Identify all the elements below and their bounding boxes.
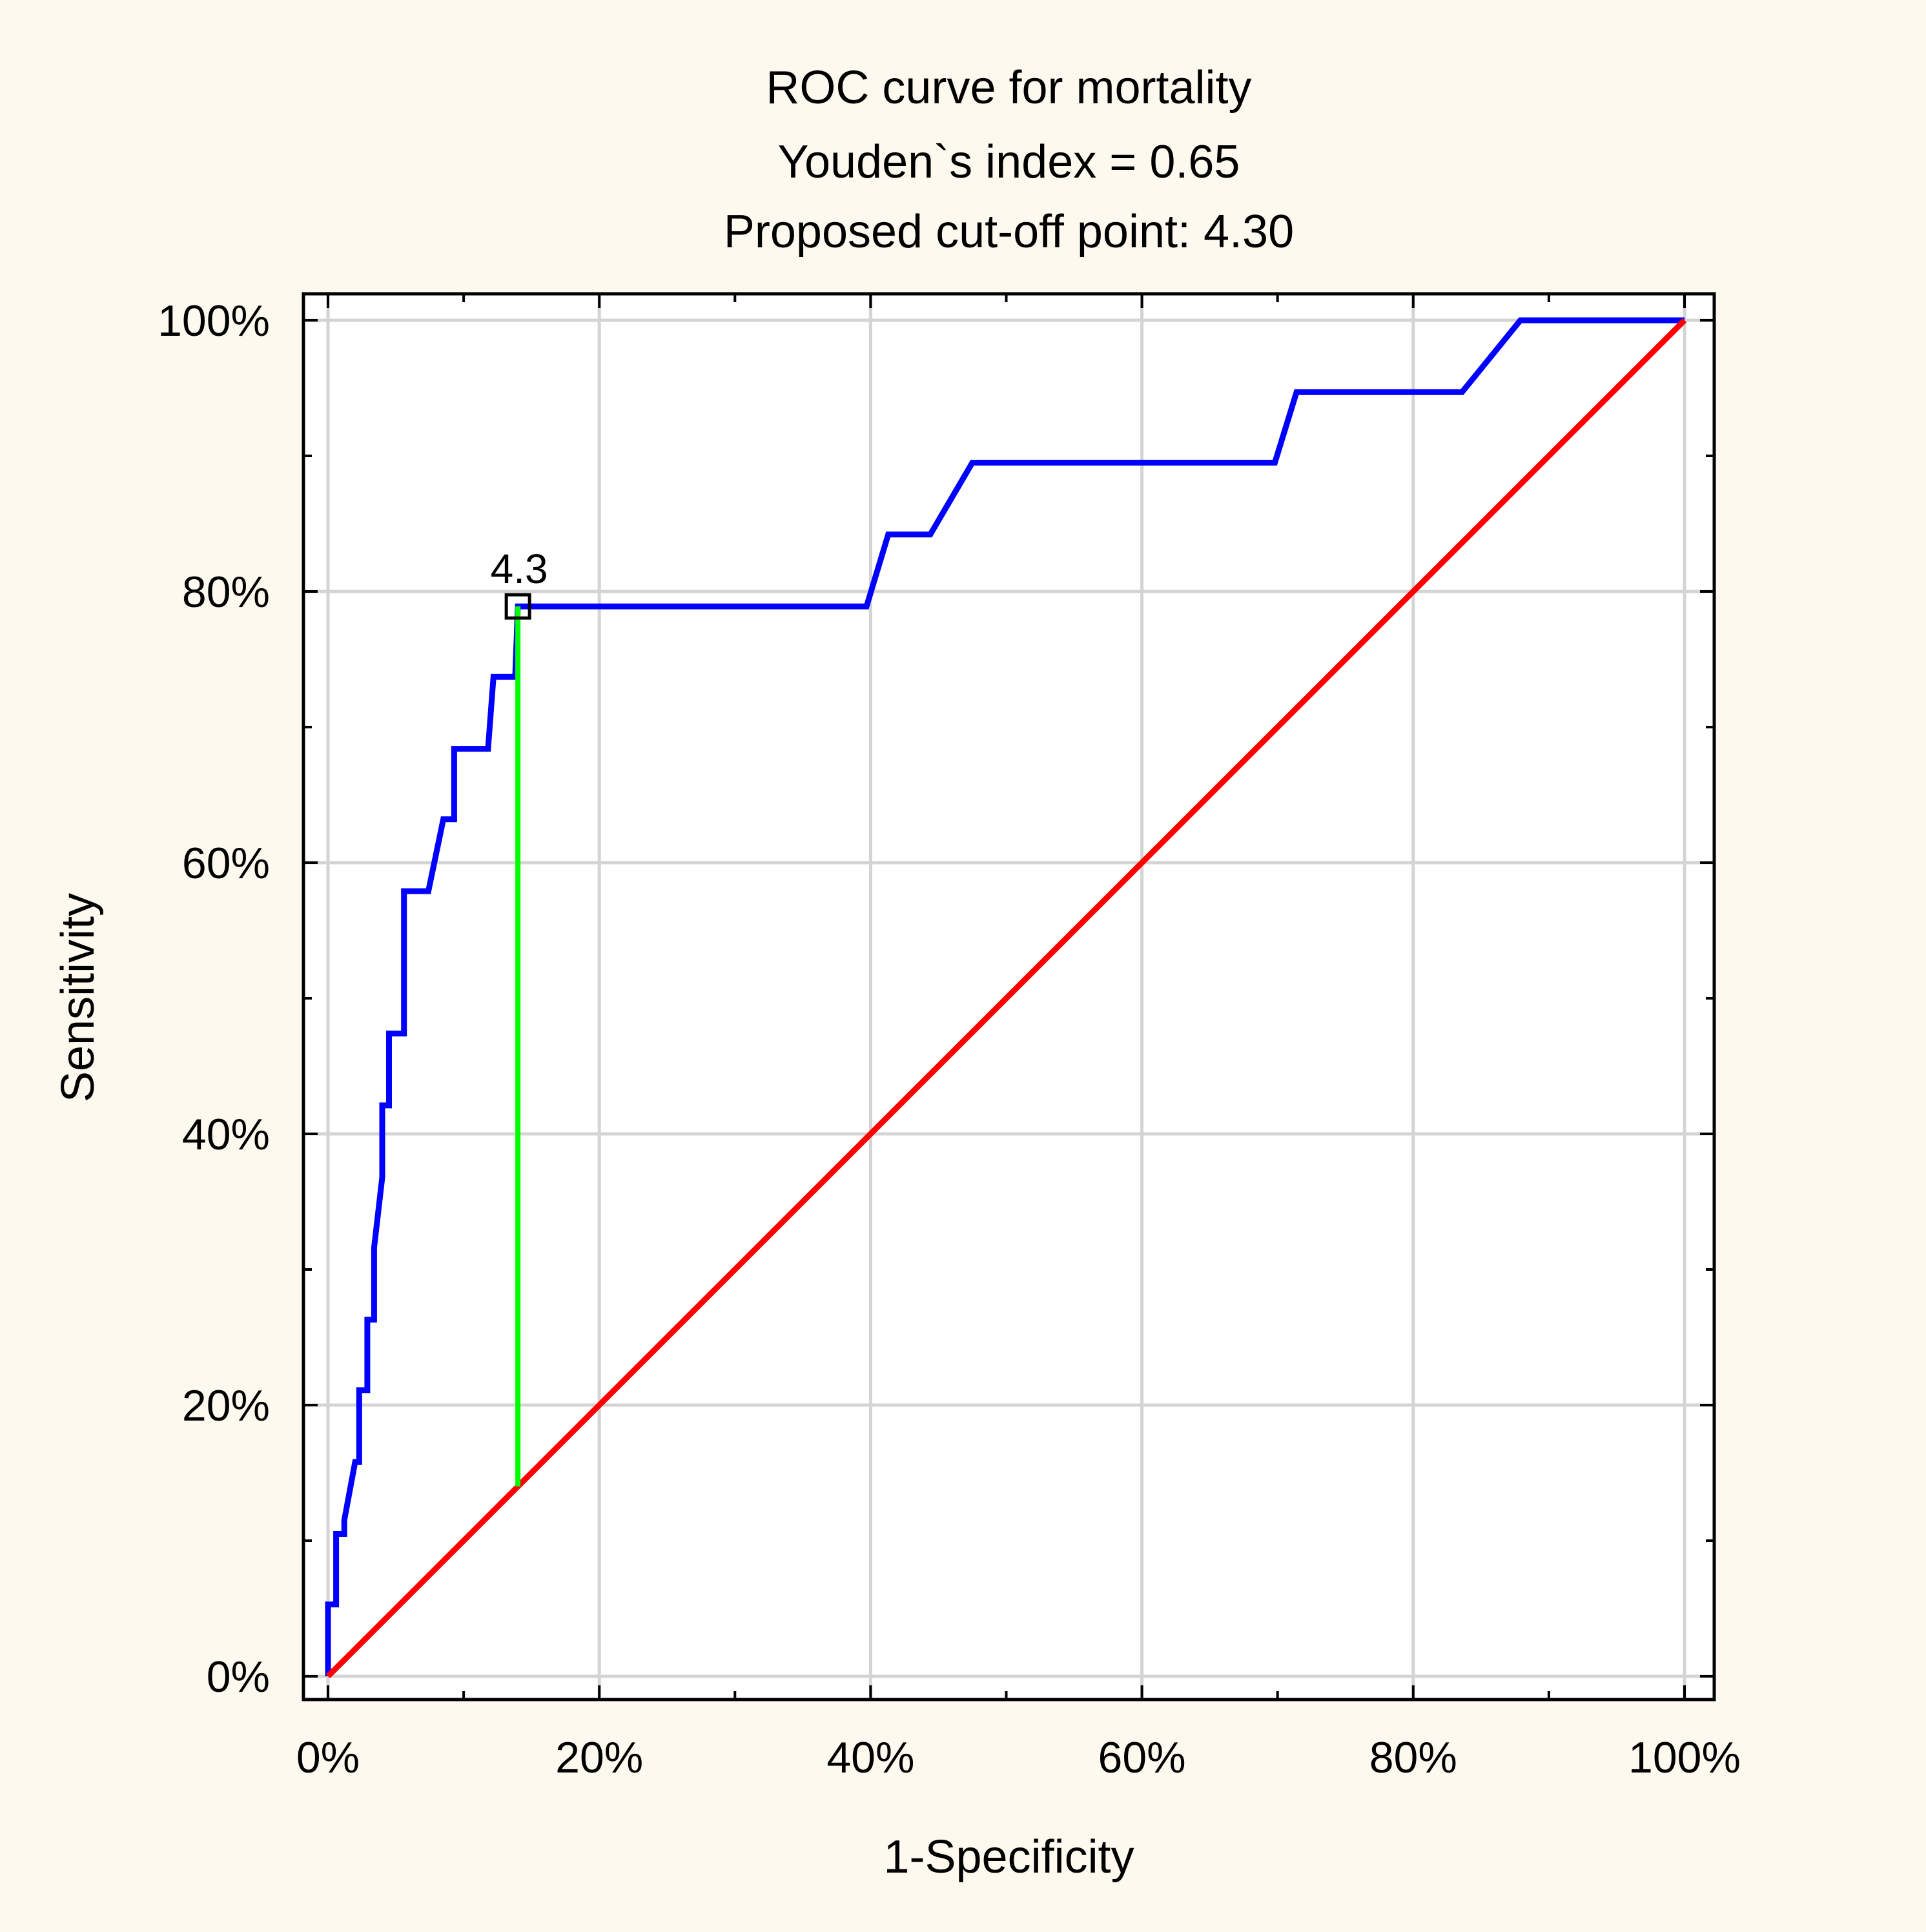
y-tick-label: 0% bbox=[207, 1652, 270, 1701]
y-tick-label: 80% bbox=[182, 568, 270, 617]
y-tick-label: 40% bbox=[182, 1110, 270, 1159]
x-tick-label: 40% bbox=[826, 1733, 914, 1782]
x-tick-label: 20% bbox=[555, 1733, 643, 1782]
y-tick-label: 60% bbox=[182, 839, 270, 888]
chart-title: ROC curve for mortality bbox=[766, 62, 1251, 114]
plot-frame bbox=[302, 292, 1716, 1701]
y-axis-label: Sensitivity bbox=[52, 893, 104, 1102]
y-tick-label: 20% bbox=[182, 1381, 270, 1430]
reference-diagonal-line bbox=[325, 318, 1687, 1679]
cutoff-point-marker bbox=[504, 593, 531, 620]
chart-subtitle-line: Youden`s index = 0.65 bbox=[778, 136, 1240, 188]
chart-subtitle-line: Proposed cut-off point: 4.30 bbox=[724, 206, 1294, 258]
cutoff-annotation-label: 4.3 bbox=[491, 546, 548, 592]
roc-curve-line bbox=[325, 317, 1685, 1676]
x-axis-label: 1-Specificity bbox=[883, 1831, 1134, 1883]
x-tick-label: 100% bbox=[1628, 1733, 1741, 1782]
x-tick-label: 0% bbox=[296, 1733, 360, 1782]
x-tick-label: 60% bbox=[1098, 1733, 1186, 1782]
x-tick-label: 80% bbox=[1369, 1733, 1457, 1782]
y-tick-label: 100% bbox=[158, 296, 270, 345]
